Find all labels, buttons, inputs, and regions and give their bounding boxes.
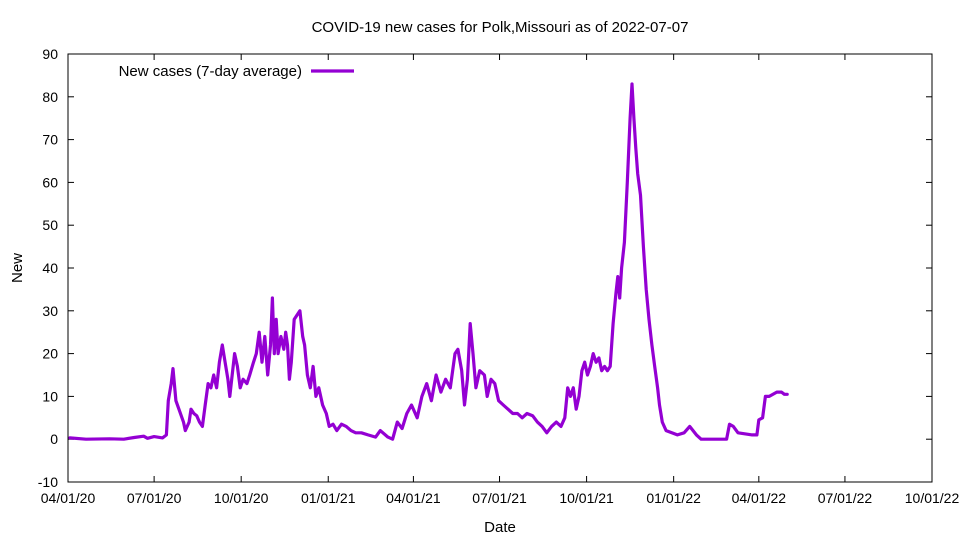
y-tick-label: 20 (42, 346, 58, 362)
y-tick-label: 40 (42, 260, 58, 276)
x-tick-label: 10/01/20 (214, 490, 269, 506)
x-tick-label: 10/01/22 (905, 490, 960, 506)
x-tick-label: 04/01/22 (732, 490, 787, 506)
y-tick-label: 0 (50, 431, 58, 447)
legend-label: New cases (7-day average) (119, 63, 302, 80)
chart-title: COVID-19 new cases for Polk,Missouri as … (312, 19, 689, 36)
x-tick-label: 07/01/21 (472, 490, 527, 506)
x-axis-title: Date (484, 519, 516, 536)
y-tick-labels: -10 0 10 20 30 40 50 60 70 80 90 (38, 46, 58, 490)
x-tick-labels: 04/01/20 07/01/20 10/01/20 01/01/21 04/01/21… (41, 490, 960, 506)
series-line (68, 82, 789, 441)
x-tick-label: 10/01/21 (559, 490, 614, 506)
y-tick-label: 70 (42, 132, 58, 148)
y-tick-label: 90 (42, 46, 58, 62)
y-tick-label: 60 (42, 174, 58, 190)
x-tick-label: 01/01/22 (646, 490, 701, 506)
x-tick-label: 04/01/20 (41, 490, 96, 506)
legend: New cases (7-day average) (119, 63, 354, 80)
plot-frame (67, 53, 933, 483)
y-axis-title: New (9, 253, 26, 283)
y-tick-label: 80 (42, 89, 58, 105)
y-tick-label: 50 (42, 217, 58, 233)
y-tick-label: 30 (42, 303, 58, 319)
x-tick-label: 07/01/20 (127, 490, 182, 506)
x-tick-label: 04/01/21 (386, 490, 441, 506)
y-tick-label: -10 (38, 474, 58, 490)
y-tick-label: 10 (42, 388, 58, 404)
x-tick-label: 01/01/21 (301, 490, 356, 506)
x-tick-label: 07/01/22 (818, 490, 873, 506)
